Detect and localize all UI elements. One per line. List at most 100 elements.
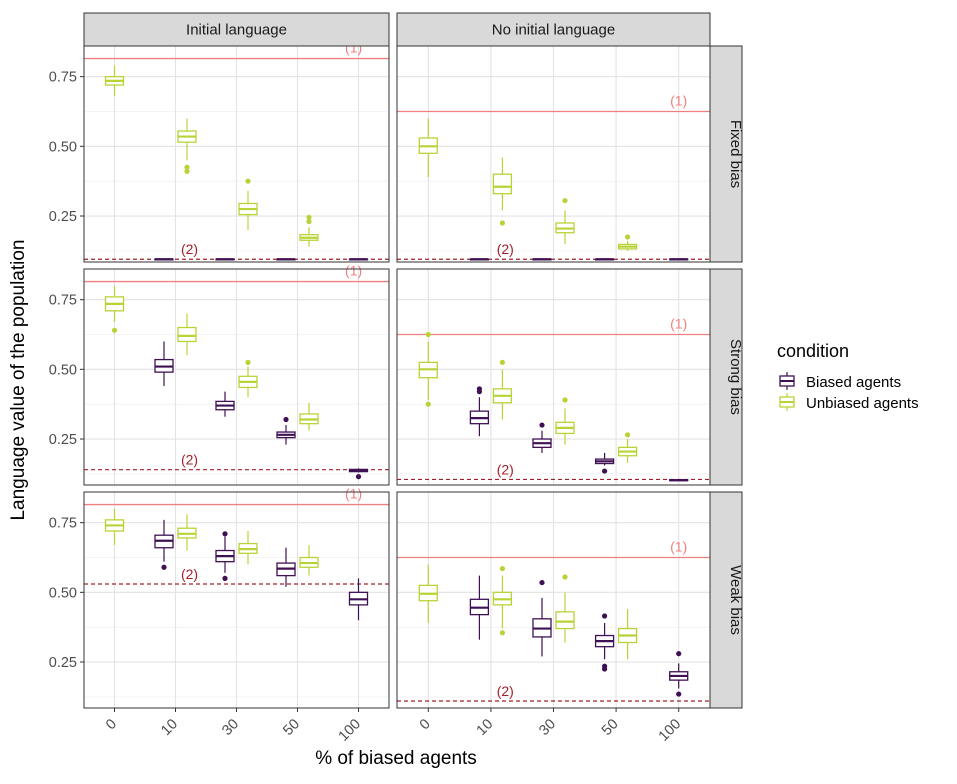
threshold-label-2: (2) [497,241,514,257]
outlier-point [499,359,505,365]
outlier-point [184,164,190,170]
boxplot-biased-agents-30 [215,258,235,261]
outlier-point [539,579,545,586]
outlier-point [425,331,431,338]
outlier-point [245,359,251,365]
boxplot-unbiased-agents-0 [418,564,438,623]
boxplot-biased-agents-100 [348,468,369,480]
outlier-point [306,218,312,225]
outlier-point [602,666,608,672]
y-tick-label: 0.50 [49,139,77,155]
boxplot-unbiased-agents-30 [238,178,258,230]
boxplot-unbiased-agents-50 [617,234,638,251]
panel-frame-strong-bias-initial-language [83,268,390,486]
boxplot-unbiased-agents-30 [555,198,575,244]
boxplot-biased-agents-100 [669,258,689,261]
x-tick-label: 30 [536,716,559,739]
legend-key-unbiased-agents [779,393,795,411]
boxplot-biased-agents-10 [469,258,490,261]
outlier-point [676,691,682,697]
boxplot-biased-agents-100 [669,651,689,697]
boxplot-biased-agents-100 [348,578,369,621]
x-tick-label: 0 [103,716,120,733]
outlier-point [625,234,631,240]
boxplot-biased-agents-30 [215,531,235,582]
outlier-point [539,422,545,428]
boxplot-unbiased-agents-50 [299,544,319,576]
y-tick-label: 0.25 [49,209,77,225]
x-axis-title: % of biased agents [315,748,477,769]
boxplot-biased-agents-30 [532,579,552,657]
boxplot-unbiased-agents-10 [177,514,197,551]
boxplot-unbiased-agents-50 [617,432,638,463]
boxplot-biased-agents-10 [469,575,490,640]
row-strip-label: Fixed bias [727,120,744,188]
x-tick-label: 50 [280,716,303,739]
column-strip-initial-language [83,12,390,47]
column-strip-label: Initial language [186,22,287,39]
y-tick-label: 0.50 [49,585,77,601]
boxplot-biased-agents-50 [276,547,296,587]
boxplot-unbiased-agents-50 [299,402,319,431]
legend-label-unbiased-agents: Unbiased agents [806,395,919,412]
column-strip-label: No initial language [492,22,615,39]
reference-label-1: (1) [345,486,362,502]
outlier-point [602,613,608,619]
box-iqr [177,326,197,343]
threshold-label-2: (2) [181,241,198,257]
x-tick-label: 10 [158,716,181,739]
boxplot-unbiased-agents-30 [238,531,258,565]
outlier-point [111,327,118,333]
boxplot-biased-agents-50 [276,416,296,445]
reference-lines: (1)(2)(1)(2)(1)(2)(1)(2)(1)(2)(1)(2) [84,40,710,702]
outlier-point [562,198,568,204]
boxplot-biased-agents-50 [594,452,615,474]
outlier-point [222,531,228,537]
outlier-point [355,474,362,480]
outlier-point [499,220,505,226]
boxplot-unbiased-agents-0 [104,285,125,333]
boxplot-biased-agents-50 [276,258,296,261]
y-tick-label: 0.50 [49,362,77,378]
y-tick-label: 0.25 [49,432,77,448]
threshold-label-2: (2) [181,452,198,468]
boxplots [104,65,689,697]
x-tick-label: 10 [474,716,497,739]
boxplot-biased-agents-10 [469,386,490,437]
outlier-point [425,401,431,407]
boxplot-biased-agents-10 [154,519,174,570]
boxplot-biased-agents-50 [594,613,615,672]
y-axis-title: Language value of the population [8,239,29,520]
reference-label-1: (1) [670,538,687,554]
outlier-point [161,564,167,570]
outlier-point [602,468,608,474]
x-tick-label: 0 [417,716,434,733]
boxplot-biased-agents-10 [154,341,174,387]
boxplot-unbiased-agents-30 [555,397,575,445]
reference-label-1: (1) [670,315,687,331]
x-tick-label: 100 [336,716,364,744]
reference-label-1: (1) [345,263,362,279]
outlier-point [562,574,568,580]
boxplot-biased-agents-10 [154,258,174,261]
facet-strips: Initial language No initial language Fixed… [83,12,744,709]
boxplot-biased-agents-30 [532,422,552,453]
outlier-point [306,214,312,221]
boxplot-biased-agents-100 [669,479,689,482]
boxplot-unbiased-agents-50 [299,214,319,247]
boxplot-unbiased-agents-0 [104,65,125,97]
row-strip-label: Strong bias [727,339,744,415]
boxplot-biased-agents-30 [532,258,552,261]
boxplot-unbiased-agents-10 [492,359,513,420]
row-strip-strong-bias [709,268,743,486]
threshold-label-2: (2) [181,566,198,582]
boxplot-unbiased-agents-50 [617,609,638,660]
outlier-point [499,630,505,636]
outlier-point [283,416,289,423]
outlier-point [222,575,228,582]
boxplot-unbiased-agents-30 [238,359,258,398]
boxplot-biased-agents-50 [594,258,615,261]
x-tick-label: 30 [219,716,242,739]
outlier-point [562,397,568,403]
box-iqr [555,611,575,630]
